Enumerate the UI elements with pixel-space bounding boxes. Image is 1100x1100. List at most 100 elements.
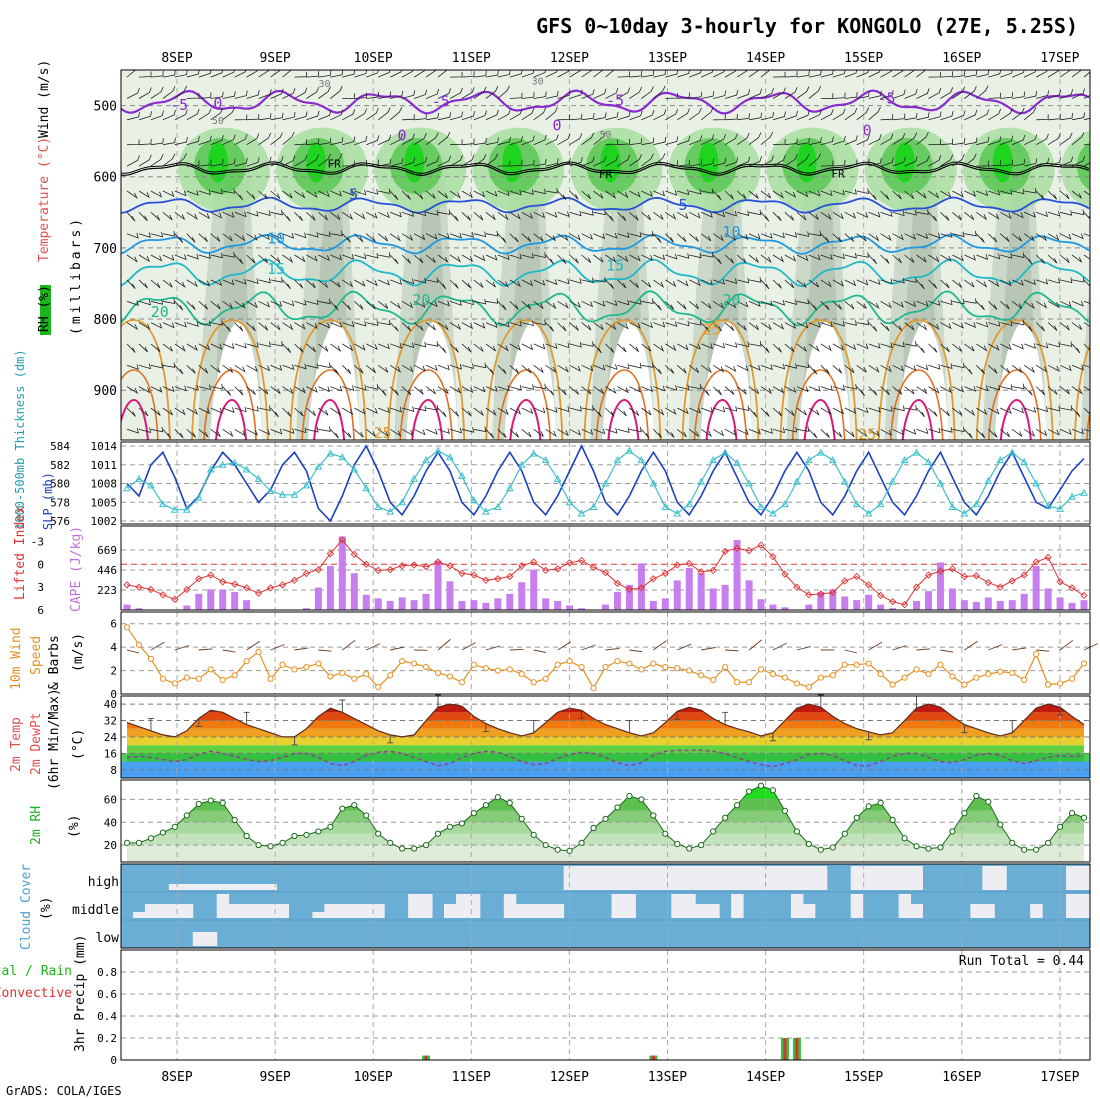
wind-barb [928,190,940,199]
precip-label-b: Convective [0,986,72,1001]
isotherm-30 [313,398,346,440]
wind-barb [593,386,605,395]
wind-barb [342,407,354,416]
wind-barb [605,407,615,417]
lifted-index-point [900,601,909,609]
wind-barb [366,364,376,374]
wind-barb [940,299,953,306]
temp-min-marker [1057,707,1064,716]
temp-min-marker [769,732,776,742]
cloud-cell [898,866,912,890]
wind-barb [401,342,415,349]
wind-barb [306,138,320,146]
wind-barb [844,384,857,390]
wind-barb [736,254,747,264]
isotherm-label: 0 [397,126,406,144]
wind-barb [449,254,462,263]
isotherm-25 [121,319,171,440]
thickness-point [876,500,885,508]
wind-barb [246,70,258,78]
wind-barb [126,232,139,239]
wind-barb [904,322,915,331]
wind-barb [1059,190,1070,200]
thickness-point [266,486,275,494]
wind-barb [557,90,571,99]
surface-barb [485,645,500,651]
wind-barb [174,385,187,392]
rh-point [710,828,717,835]
wind-barb [342,385,355,391]
cloud-cell [862,866,876,890]
wind-barb [665,385,678,391]
wind-barb [988,211,1000,220]
lifted-index-point [231,580,239,588]
wind-barb [904,156,918,167]
wind-barb [964,279,975,288]
rh-point [901,835,908,842]
lifted-index-point [494,575,502,583]
cloud-cell [192,932,206,946]
wind-barb [1047,70,1060,78]
wind-barb [736,300,749,308]
wind-speed-point [231,672,238,679]
cloud-cell [180,904,194,918]
wind-barb [1059,300,1072,308]
wind-barb [1024,90,1038,99]
wind-barb [796,343,807,352]
temp-max-marker [147,718,154,731]
cloud-level-low: low [96,931,120,946]
cape-bar [195,593,203,610]
wind-barb [449,386,462,394]
wind-barb [366,233,376,242]
wind-barb [126,155,140,167]
wind-barb [713,342,726,349]
wind-speed-point [889,681,896,688]
wind-barb [844,211,857,219]
wind-barb [234,428,246,437]
wind-barb [294,190,306,199]
thickness-point [493,502,502,510]
wind-barb [736,233,749,241]
wind-barb [378,91,392,99]
wind-barb [593,233,606,240]
wind-barb [138,299,151,306]
wind-barb [234,406,247,413]
wind-barb [880,114,894,121]
thickness-label: 1000-500mb Thickness (dm) [13,349,27,530]
lifted-index-point [709,566,717,575]
wind-barb [533,107,547,121]
cape-bar [458,601,466,610]
wind-barb [425,88,440,99]
surface-barb [653,640,667,651]
wind-barb [677,428,687,438]
wind-barb [748,209,762,216]
thickness-point [996,456,1005,464]
wind-barb [593,190,604,199]
wind-barb [138,87,152,99]
wind-barb [270,233,283,240]
wind-barb [258,113,272,121]
wind-barb [402,114,415,121]
wind-barb [916,70,927,78]
wind-barb [413,322,424,331]
lifted-index-point [530,558,538,566]
isotherm-25 [289,319,367,440]
wind-speed-point [925,670,932,678]
cloud-cell [192,884,206,890]
wind-barb [306,407,316,417]
lifted-index-point [972,572,980,580]
wind-barb [653,211,664,220]
wind-barb [557,233,569,242]
wind-barb [724,300,737,309]
wind-barb [832,189,845,196]
rh-point [662,830,669,837]
wind-barb [617,138,631,146]
wind-barb [1071,300,1084,307]
wind-barb [1047,322,1058,331]
wind-barb [186,253,199,260]
wind-barb [150,279,161,289]
rh-point [482,802,489,809]
wind-barb [198,320,211,327]
isotherm-30 [215,398,247,440]
